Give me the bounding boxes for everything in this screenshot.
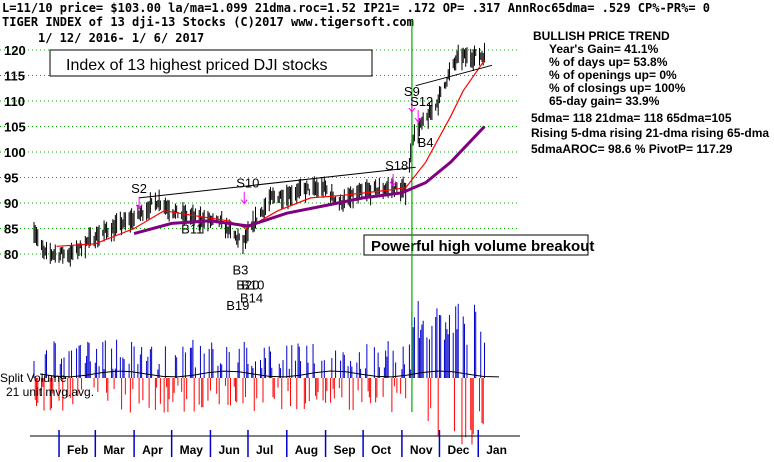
trendline-0 [139, 166, 416, 199]
month-label-sep: Sep [334, 443, 356, 457]
signal-b19: B19 [226, 298, 249, 313]
header-line-1: L=11/10 price= $103.00 la/ma=1.099 21dma… [2, 1, 710, 15]
month-label-jun: Jun [218, 443, 239, 457]
ma65-line [133, 125, 486, 236]
stats-panel: BULLISH PRICE TREND Year's Gain= 41.1% %… [531, 29, 769, 156]
stats-aroc-line: 5dmaAROC= 98.6 % PivotP= 117.29 [531, 142, 733, 156]
month-label-may: May [180, 443, 204, 457]
signal-arrow-s12 [414, 110, 422, 123]
stats-title: BULLISH PRICE TREND [533, 29, 670, 43]
y-tick-100: 100 [4, 145, 26, 160]
y-tick-115: 115 [4, 69, 25, 84]
month-label-oct: Oct [371, 443, 391, 457]
volume-moving-average [39, 370, 500, 378]
signal-arrow-s10 [240, 191, 248, 205]
signal-b4: B4 [418, 135, 434, 150]
stats-line-2: % of openings up= 0% [549, 68, 677, 82]
signal-arrow-s9 [408, 99, 416, 113]
signal-b11: B11 [181, 222, 203, 237]
trendline-1 [415, 64, 493, 87]
month-label-jul: Jul [256, 443, 273, 457]
breakout-callout-box [363, 234, 589, 256]
month-label-aug: Aug [295, 443, 318, 457]
y-tick-110: 110 [4, 94, 25, 109]
volume-label-1: Split Volume [0, 371, 67, 385]
y-tick-120: 120 [4, 43, 26, 58]
stats-line-4: 65-day gain= 33.9% [549, 94, 660, 108]
signal-s2: S2 [131, 181, 147, 196]
header-line-3: 1/ 12/ 2016- 1/ 6/ 2017 [38, 31, 204, 45]
ma21-line [56, 59, 485, 247]
signal-s12: S12 [410, 94, 433, 109]
y-tick-80: 80 [4, 247, 18, 262]
month-axis: Feb Mar Apr May Jun Jul Aug Sep Oct Nov Dec Jan [30, 430, 520, 457]
month-label-nov: Nov [410, 443, 433, 457]
signal-b3: B3 [232, 262, 248, 277]
breakout-callout-text: Powerful high volume breakout [371, 238, 594, 255]
stats-line-3: % of closings up= 100% [549, 81, 686, 95]
stats-rising-line: Rising 5-dma rising 21-dma rising 65-dma [531, 126, 769, 140]
volume-label-2: 21 unit mvg.avg. [6, 385, 94, 399]
stats-ma-line: 5dma= 118 21dma= 118 65dma=105 [531, 111, 732, 125]
month-label-feb: Feb [67, 443, 88, 457]
signal-b10: B10 [241, 278, 264, 293]
y-tick-95: 95 [4, 171, 18, 186]
price-bars [33, 42, 485, 267]
y-tick-90: 90 [4, 196, 18, 211]
signal-arrow-s18 [389, 173, 397, 187]
signal-s18: S18 [385, 158, 408, 173]
month-label-apr: Apr [142, 443, 163, 457]
title-box [49, 49, 373, 77]
month-label-dec: Dec [447, 443, 469, 457]
stats-line-0: Year's Gain= 41.1% [549, 42, 659, 56]
month-label-mar: Mar [103, 443, 125, 457]
month-label-jan: Jan [486, 443, 507, 457]
signal-b14: B14 [240, 290, 263, 305]
signal-s9: S9 [404, 84, 420, 99]
y-tick-105: 105 [4, 120, 26, 135]
signal-b20: B20 [236, 278, 259, 293]
header-line-2: TIGER INDEX of 13 dji-13 Stocks (C)2017 … [2, 15, 414, 29]
stats-line-1: % of days up= 53.8% [549, 55, 668, 69]
price-axis-ticks: 80 85 90 95 100 105 110 115 120 [4, 43, 26, 262]
y-tick-85: 85 [4, 222, 18, 237]
title-box-text: Index of 13 highest priced DJI stocks [66, 57, 327, 74]
signal-arrow-s2 [135, 196, 143, 210]
signal-s10: S10 [236, 176, 259, 191]
